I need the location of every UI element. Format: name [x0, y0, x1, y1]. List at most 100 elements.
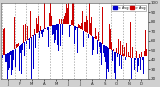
Bar — [60, 24, 61, 46]
Bar — [20, 45, 21, 53]
Bar — [112, 50, 113, 51]
Bar — [102, 7, 103, 44]
Bar — [100, 42, 101, 53]
Bar — [137, 58, 138, 72]
Bar — [69, 25, 70, 37]
Bar — [114, 25, 115, 52]
Bar — [54, 25, 55, 43]
Bar — [78, 24, 79, 28]
Bar — [130, 22, 131, 58]
Bar — [33, 35, 34, 69]
Bar — [53, 25, 54, 34]
Bar — [4, 28, 5, 55]
Bar — [64, 16, 65, 24]
Bar — [146, 49, 147, 56]
Bar — [138, 58, 139, 66]
Bar — [17, 44, 18, 47]
Bar — [129, 56, 130, 58]
Bar — [21, 44, 22, 74]
Bar — [52, 25, 53, 35]
Bar — [90, 23, 91, 35]
Bar — [128, 52, 129, 57]
Bar — [45, 28, 46, 29]
Bar — [121, 55, 122, 69]
Bar — [101, 43, 102, 65]
Bar — [143, 57, 144, 74]
Bar — [65, 13, 66, 24]
Bar — [38, 16, 39, 32]
Bar — [125, 57, 126, 60]
Bar — [37, 24, 38, 33]
Bar — [31, 37, 32, 79]
Bar — [88, 34, 89, 38]
Bar — [139, 54, 140, 58]
Bar — [94, 37, 95, 38]
Bar — [48, 27, 49, 47]
Bar — [103, 45, 104, 53]
Bar — [119, 54, 120, 66]
Bar — [77, 27, 78, 35]
Bar — [10, 52, 11, 55]
Bar — [26, 41, 27, 44]
Bar — [59, 19, 60, 24]
Bar — [73, 3, 74, 26]
Bar — [81, 23, 82, 29]
Bar — [86, 16, 87, 32]
Bar — [104, 38, 105, 45]
Bar — [22, 44, 23, 50]
Bar — [83, 30, 84, 54]
Bar — [109, 24, 110, 49]
Bar — [107, 47, 108, 69]
Bar — [76, 27, 77, 28]
Bar — [96, 36, 97, 39]
Bar — [62, 24, 63, 35]
Bar — [89, 3, 90, 34]
Bar — [92, 36, 93, 55]
Bar — [110, 29, 111, 49]
Bar — [14, 17, 15, 49]
Bar — [141, 52, 142, 57]
Bar — [72, 3, 73, 25]
Bar — [135, 58, 136, 60]
Bar — [40, 26, 41, 31]
Bar — [106, 46, 107, 79]
Bar — [117, 53, 118, 57]
Bar — [142, 57, 143, 60]
Bar — [50, 26, 51, 42]
Bar — [116, 48, 117, 53]
Bar — [118, 39, 119, 54]
Bar — [56, 24, 57, 30]
Bar — [66, 4, 67, 24]
Bar — [30, 11, 31, 38]
Bar — [3, 29, 4, 55]
Bar — [111, 42, 112, 50]
Bar — [57, 24, 58, 45]
Bar — [79, 25, 80, 28]
Bar — [42, 30, 43, 37]
Bar — [131, 58, 132, 78]
Bar — [6, 54, 7, 62]
Bar — [43, 29, 44, 32]
Bar — [41, 30, 42, 34]
Bar — [35, 34, 36, 48]
Bar — [145, 30, 146, 56]
Bar — [68, 3, 69, 24]
Bar — [55, 25, 56, 40]
Bar — [9, 52, 10, 68]
Bar — [80, 26, 81, 29]
Bar — [25, 24, 26, 41]
Bar — [63, 19, 64, 24]
Bar — [113, 49, 114, 51]
Bar — [134, 58, 135, 70]
Bar — [70, 25, 71, 26]
Bar — [16, 44, 17, 48]
Bar — [136, 51, 137, 58]
Bar — [93, 37, 94, 50]
Bar — [67, 8, 68, 24]
Bar — [74, 26, 75, 44]
Bar — [8, 53, 9, 70]
Bar — [97, 40, 98, 54]
Bar — [13, 50, 14, 55]
Bar — [44, 25, 45, 29]
Bar — [105, 46, 106, 62]
